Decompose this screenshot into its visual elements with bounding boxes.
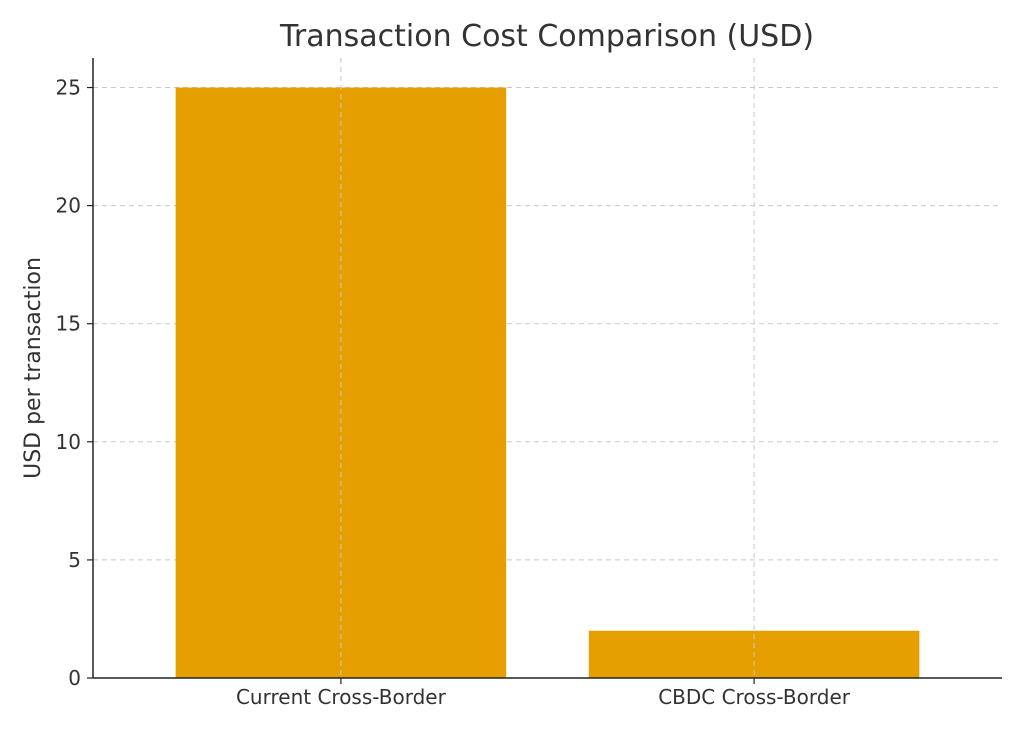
bars bbox=[175, 87, 920, 679]
y-tick-label: 20 bbox=[56, 194, 81, 218]
y-tick-label: 10 bbox=[56, 430, 81, 454]
y-tick-label: 5 bbox=[68, 548, 81, 572]
chart-title: Transaction Cost Comparison (USD) bbox=[279, 19, 814, 54]
y-tick-label: 25 bbox=[56, 76, 81, 100]
y-tick-label: 0 bbox=[68, 666, 81, 690]
y-tick-label: 15 bbox=[56, 312, 81, 336]
axes bbox=[87, 58, 1002, 684]
y-axis-label: USD per transaction bbox=[21, 257, 46, 479]
vertical-grid-lines bbox=[340, 58, 755, 678]
x-tick-label: Current Cross-Border bbox=[236, 685, 447, 709]
grid-lines bbox=[93, 87, 1002, 561]
x-tick-label: CBDC Cross-Border bbox=[658, 685, 851, 709]
y-tick-labels: 0 5 10 15 20 25 bbox=[56, 76, 81, 690]
x-tick-labels: Current Cross-Border CBDC Cross-Border bbox=[236, 685, 851, 709]
